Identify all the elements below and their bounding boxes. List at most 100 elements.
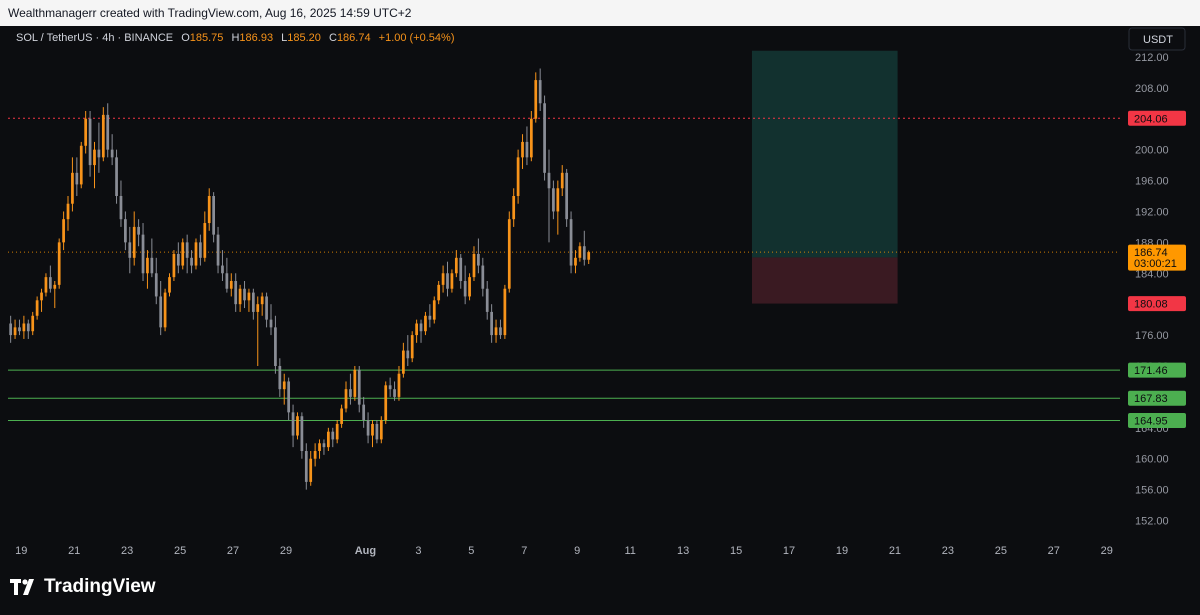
candle	[340, 404, 343, 428]
tradingview-wordmark: TradingView	[44, 576, 156, 597]
candle-body	[278, 366, 282, 390]
candle-body	[176, 253, 180, 266]
candle-body	[490, 311, 493, 336]
candle	[565, 168, 569, 227]
candle-body	[556, 188, 560, 212]
candle	[494, 319, 498, 343]
candle	[529, 111, 533, 162]
symbol-name[interactable]: SOL / TetherUS · 4h · BINANCE	[16, 32, 174, 44]
candle-body	[137, 226, 140, 235]
candle-body	[18, 327, 21, 332]
candle	[300, 412, 304, 459]
candle	[397, 366, 401, 401]
symbol-legend: SOL / TetherUS · 4h · BINANCE O185.75 H1…	[16, 32, 455, 44]
candle-body	[132, 226, 136, 258]
candle	[159, 281, 163, 336]
y-tick-label: 152.00	[1135, 516, 1169, 528]
candle-body	[450, 273, 454, 289]
candle-body	[48, 277, 52, 289]
candles	[9, 68, 591, 490]
candle-body	[53, 284, 57, 289]
candle-body	[349, 389, 352, 397]
candle	[212, 192, 215, 243]
candle-body	[212, 196, 215, 235]
candle-body	[463, 281, 467, 297]
candle-body	[397, 373, 401, 397]
candle	[313, 443, 317, 467]
last-price-badge-countdown: 03:00:21	[1134, 258, 1177, 270]
level-badge-204.06-bg	[1128, 110, 1186, 126]
x-tick-label: 29	[280, 545, 292, 557]
candle	[578, 242, 582, 262]
candle	[503, 284, 507, 339]
candle-body	[66, 203, 70, 220]
candle-body	[190, 257, 193, 266]
candle-body	[141, 234, 145, 274]
chart-area[interactable]: 152.00156.00160.00164.00168.00172.00176.…	[8, 26, 1192, 562]
candle-body	[454, 257, 458, 274]
candle	[9, 315, 13, 343]
candle-body	[335, 423, 339, 440]
candle	[424, 311, 427, 336]
candlestick-chart[interactable]: 152.00156.00160.00164.00168.00172.00176.…	[8, 26, 1192, 562]
candle	[366, 412, 370, 444]
candle-body	[31, 315, 35, 332]
candle	[216, 226, 220, 274]
last-price-badge-text: 186.74	[1134, 247, 1168, 259]
candle	[172, 250, 176, 281]
candle-body	[13, 327, 17, 336]
tradingview-logo[interactable]: TradingView	[10, 576, 156, 598]
candle-body	[437, 284, 441, 301]
high-value: 186.93	[239, 32, 274, 44]
candle-body	[150, 257, 154, 274]
currency-button[interactable]: USDT	[1128, 27, 1186, 51]
candle	[415, 319, 418, 343]
open-value: 185.75	[189, 32, 224, 44]
candle-body	[459, 257, 463, 281]
x-tick-label: 11	[624, 545, 635, 557]
level-badge-204.06-text: 204.06	[1134, 113, 1168, 125]
candle-body	[415, 323, 418, 336]
last-price-badge-bg	[1128, 244, 1186, 271]
level-badge-171.46-text: 171.46	[1134, 365, 1168, 377]
candle	[35, 296, 39, 320]
candle	[468, 273, 471, 301]
candle-body	[446, 273, 449, 289]
candle-body	[296, 416, 299, 436]
candle-body	[115, 157, 118, 196]
candle-body	[432, 300, 436, 320]
candle-body	[441, 273, 445, 285]
y-tick-label: 156.00	[1135, 485, 1169, 497]
candle-body	[428, 315, 432, 320]
candle	[44, 273, 48, 297]
candle	[260, 292, 264, 316]
candle-body	[521, 141, 524, 158]
level-badge-171.46-bg	[1128, 362, 1186, 378]
x-tick-label: 27	[227, 545, 239, 557]
candle-body	[529, 118, 533, 158]
candle-body	[331, 431, 335, 440]
candle-body	[172, 253, 176, 278]
candle	[393, 381, 396, 401]
candle	[31, 311, 35, 336]
candle-body	[552, 188, 555, 212]
candle	[384, 381, 388, 424]
candle	[547, 149, 551, 243]
candle-body	[128, 242, 132, 258]
candle	[428, 304, 432, 328]
candle	[97, 122, 101, 173]
candle	[207, 188, 211, 231]
level-badge-164.95: 164.95	[1128, 412, 1186, 428]
stop-badge-bg	[1128, 296, 1186, 312]
y-tick-label: 212.00	[1135, 52, 1169, 64]
level-badge-167.83-bg	[1128, 390, 1186, 406]
candle-body	[93, 149, 96, 166]
x-tick-label: 23	[121, 545, 133, 557]
candle	[256, 296, 260, 366]
candle-body	[318, 443, 321, 451]
stop-badge: 180.08	[1128, 296, 1186, 312]
candle	[221, 250, 224, 281]
candle-body	[71, 172, 74, 204]
candle	[335, 420, 339, 444]
candle-body	[507, 219, 511, 289]
